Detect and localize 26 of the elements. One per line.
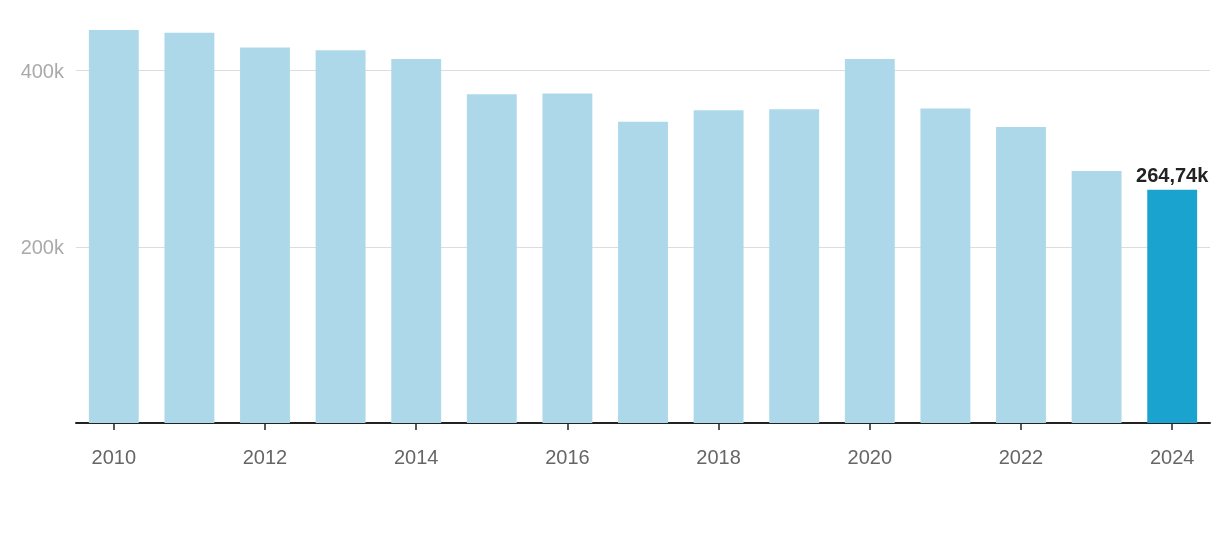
y-tick-label: 200k [20,235,65,258]
x-tick-label: 2012 [242,446,288,468]
y-tick-label: 400k [20,59,65,82]
x-tick-label: 2014 [393,446,439,468]
bar [920,108,971,423]
x-tick-label: 2018 [696,446,741,468]
bar [542,93,593,423]
x-tick-label: 2010 [91,446,137,468]
bar [769,109,820,423]
bar [618,121,668,423]
bar [693,110,744,423]
x-tick-label: 2024 [1149,446,1195,468]
bar [88,30,139,423]
bar [1147,189,1198,423]
bar [996,126,1046,423]
x-tick-label: 2016 [545,446,590,468]
bar [466,94,517,423]
bar [844,59,895,423]
bar [391,59,442,423]
data-label: 264,74k [1136,163,1210,186]
bar [164,32,215,423]
x-tick-label: 2022 [998,446,1044,468]
bar [1071,170,1122,423]
bar [240,47,290,423]
x-tick-label: 2020 [847,446,893,468]
bar [315,50,366,423]
